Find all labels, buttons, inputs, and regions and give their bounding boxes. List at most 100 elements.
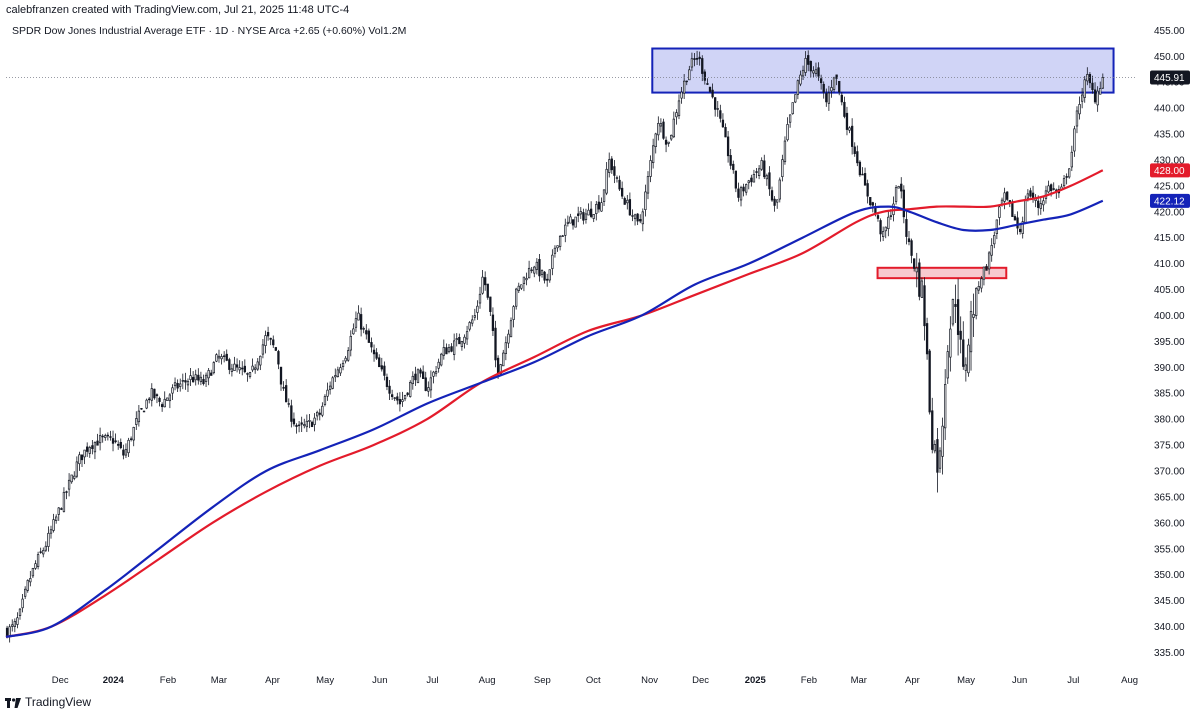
price-tick-label: 375.00 (1154, 441, 1185, 452)
candle (246, 372, 249, 382)
candle (316, 410, 319, 421)
candle (416, 368, 420, 384)
candles-layer (5, 50, 1104, 643)
candle (610, 156, 613, 174)
candle (36, 551, 40, 570)
candle (199, 371, 203, 386)
candle (140, 408, 143, 410)
candle (1016, 211, 1019, 235)
resistance-zone[interactable] (651, 47, 1115, 94)
candle (677, 94, 681, 120)
candle (419, 367, 422, 378)
candle (204, 372, 208, 387)
candle (1088, 72, 1092, 89)
candle (522, 276, 526, 292)
candle (378, 354, 381, 368)
candle (272, 335, 275, 348)
candle (421, 365, 425, 379)
candle (667, 141, 670, 147)
candle (44, 541, 47, 553)
support-zone[interactable] (876, 266, 1008, 280)
candle (21, 593, 24, 613)
price-badge-label: 422.12 (1154, 196, 1185, 207)
time-tick-label: Mar (211, 675, 227, 686)
candle (1091, 75, 1094, 94)
candle (440, 352, 443, 367)
candle (155, 393, 159, 404)
candle (742, 183, 745, 197)
time-tick-label: May (316, 675, 334, 686)
candle (623, 196, 626, 205)
candle (401, 391, 404, 407)
time-tick-label: Dec (692, 675, 709, 686)
candle (62, 487, 66, 513)
candle (494, 320, 497, 368)
candle (920, 277, 924, 299)
tradingview-brand[interactable]: TradingView (5, 695, 91, 709)
candle (693, 53, 696, 67)
candle (626, 194, 629, 210)
candle (39, 547, 42, 554)
candle (584, 208, 588, 224)
candle (197, 368, 200, 385)
candle (773, 196, 776, 212)
candle (279, 366, 283, 391)
candle (918, 258, 921, 301)
candle (796, 79, 800, 100)
candle (168, 393, 172, 409)
candle (88, 445, 91, 458)
price-tick-label: 385.00 (1154, 389, 1185, 400)
candle (680, 87, 683, 104)
candle (825, 88, 828, 107)
candle (210, 369, 213, 376)
candle (956, 278, 960, 356)
candle (602, 189, 606, 207)
candle (654, 132, 657, 154)
price-tick-label: 340.00 (1154, 622, 1185, 633)
candle (827, 85, 831, 111)
candle (910, 238, 913, 264)
candle (794, 94, 797, 104)
price-tick-label: 360.00 (1154, 518, 1185, 529)
candle (484, 271, 487, 291)
candle (944, 369, 947, 440)
candle (313, 413, 316, 432)
candle (866, 179, 869, 204)
candle (954, 284, 957, 323)
candle (964, 357, 968, 382)
candle (628, 192, 632, 216)
price-tick-label: 380.00 (1154, 415, 1185, 426)
candle (47, 526, 50, 552)
candle (569, 213, 572, 224)
candle (455, 333, 458, 347)
candle (445, 343, 448, 355)
candle (987, 251, 991, 275)
candle (341, 360, 345, 371)
candle (80, 454, 84, 468)
candle (845, 106, 849, 136)
candle (520, 284, 523, 291)
candle (714, 97, 717, 117)
time-axis[interactable]: Dec 2024 Feb Mar Apr May Jun Jul Aug Sep Oct Nov Dec… (52, 675, 1138, 686)
price-axis[interactable]: 335.00 340.00 345.00 350.00 355.00 360.00 365.… (1154, 26, 1185, 659)
time-tick-label: Apr (265, 675, 280, 686)
candle (261, 339, 265, 359)
candle (548, 269, 551, 283)
candle (137, 405, 141, 427)
candle (719, 104, 722, 123)
candle (613, 160, 616, 184)
candle (801, 65, 805, 81)
candle (752, 169, 756, 183)
candle (861, 167, 864, 176)
candle (600, 197, 603, 212)
candle (153, 388, 156, 400)
candle (297, 420, 301, 433)
candle (29, 570, 32, 587)
time-tick-label: Feb (160, 675, 176, 686)
candle (729, 149, 732, 170)
candle (259, 355, 262, 371)
price-tick-label: 410.00 (1154, 259, 1185, 270)
candle (1075, 106, 1079, 134)
candle (491, 307, 495, 336)
